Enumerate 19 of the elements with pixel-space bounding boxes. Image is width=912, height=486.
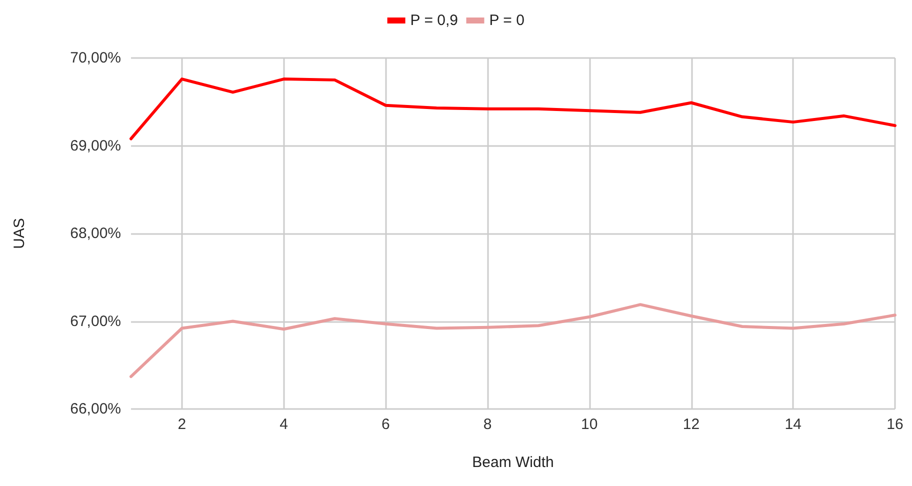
y-tick-label: 68,00% (70, 225, 121, 242)
x-tick-label: 14 (784, 416, 802, 433)
y-tick-label: 70,00% (70, 50, 121, 66)
x-tick-label: 12 (682, 416, 700, 433)
y-axis-title: UAS (11, 218, 28, 249)
line-series (130, 78, 896, 140)
legend-label: P = 0,9 (410, 12, 458, 29)
y-tick-label: 69,00% (70, 137, 121, 154)
x-tick-label: 10 (581, 416, 598, 433)
y-tick-label: 67,00% (70, 312, 121, 330)
legend-label: P = 0 (489, 12, 524, 29)
x-axis-title: Beam Width (472, 454, 554, 471)
x-tick-label: 16 (886, 416, 904, 433)
line-series (130, 303, 896, 378)
x-tick-label: 4 (280, 416, 288, 433)
x-tick-label: 2 (178, 416, 186, 433)
y-tick-label: 66,00% (70, 400, 121, 418)
x-tick-label: 8 (483, 416, 492, 433)
x-tick-label: 6 (381, 416, 390, 433)
